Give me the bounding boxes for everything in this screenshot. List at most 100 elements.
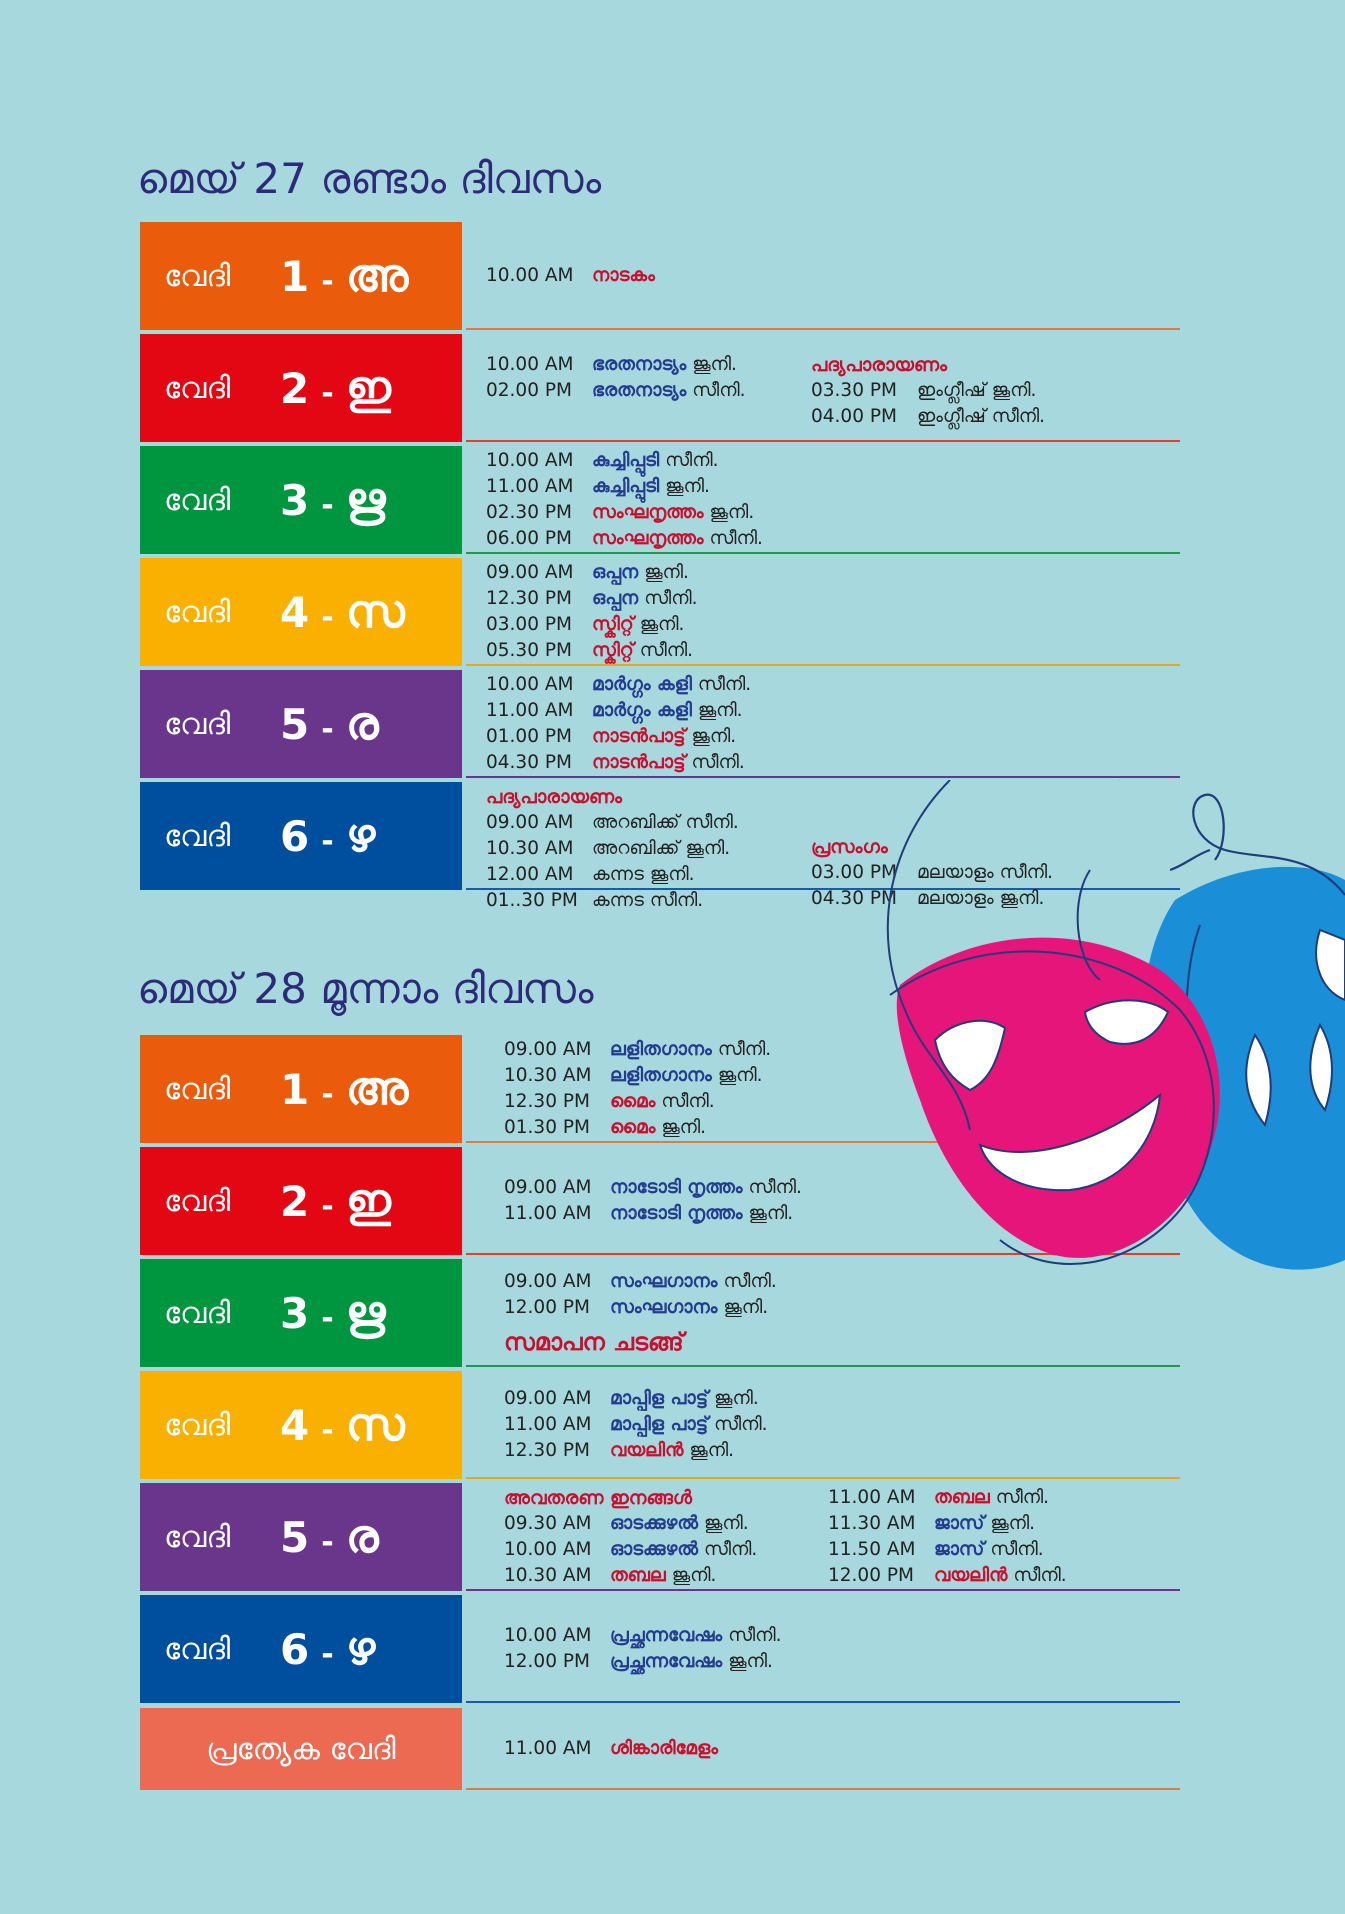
entry-level: ജൂനി. <box>723 1296 769 1318</box>
entry-event: സംഘഗാനം <box>610 1296 718 1318</box>
stage-row-5: വേദി 5- ര അവതരണ ഇനങ്ങൾ 09.30 AM ഓടക്കുഴൽ ജൂനി.… <box>140 1483 1180 1591</box>
entry-time: 11.00 AM <box>486 476 574 497</box>
entry-time: 10.00 AM <box>504 1625 592 1646</box>
stage-letter: അ <box>345 248 409 302</box>
stage-letter: ഴ <box>345 808 376 862</box>
mask-ribbon-icon <box>1170 793 1345 896</box>
stage-word: വേദി <box>164 1519 231 1555</box>
schedule-entry: 03.30 PM ഇംഗ്ലീഷ് ജൂനി. <box>811 378 1045 404</box>
stage-letter: അ <box>345 1061 409 1115</box>
stage-schedule: 10.00 AM മാർഗ്ഗം കളി സീനി. 11.00 AM മാർഗ്ഗം … <box>466 670 1180 778</box>
stage-number: 5-ര <box>280 696 379 752</box>
schedule-entry: 09.30 AM ഓടക്കുഴൽ ജൂനി. <box>504 1511 757 1537</box>
entry-event: തബല <box>934 1487 990 1508</box>
schedule-entry: 10.00 AM പ്രച്ഛന്നവേഷം സീനി. <box>504 1623 782 1649</box>
entry-time: 09.00 AM <box>504 1388 592 1409</box>
stage-letter: ഇ <box>345 1173 391 1227</box>
schedule-entry: 11.00 AM ശിങ്കാരിമേളം <box>504 1736 724 1762</box>
entry-level: സീനി. <box>692 380 746 401</box>
schedule-entry: 04.00 PM ഇംഗ്ലീഷ് സീനി. <box>811 404 1045 430</box>
stage-label-box: വേദി 6- ഴ <box>140 782 462 890</box>
entry-level: സീനി. <box>691 752 745 773</box>
stage-letter: ര <box>345 1509 379 1563</box>
stage-num: 1 <box>280 252 310 301</box>
stage-row-1: വേദി 1- അ 09.00 AM ലളിതഗാനം സീനി. 10.30 AM ലളിത… <box>140 1035 1180 1143</box>
entry-time: 03.00 PM <box>486 614 572 635</box>
stage-schedule: 09.00 AM നാടോടി നൃത്തം സീനി. 11.00 AM നാടോടി… <box>466 1147 1180 1255</box>
entry-event: സംഘഗാനം <box>610 1270 718 1292</box>
entry-time: 10.00 AM <box>486 450 574 471</box>
entry-event: നാടകം <box>592 265 655 286</box>
category-heading: അവതരണ ഇനങ്ങൾ <box>504 1487 692 1509</box>
entry-event: സ്കിറ്റ് <box>592 640 634 661</box>
entry-event: ഇംഗ്ലീഷ് <box>917 406 986 427</box>
stage-num: 6 <box>280 812 310 861</box>
entry-event: കുച്ചിപ്പുടി <box>592 450 660 471</box>
stage-label-box: വേദി 1- അ <box>140 1035 462 1143</box>
stage-schedule: 10.00 AM പ്രച്ഛന്നവേഷം സീനി. 12.00 PM പ്രച്ഛ… <box>466 1595 1180 1703</box>
stage-row-2: വേദി 2- ഇ 10.00 AM ഭരതനാട്യം ജൂനി. 02.00 PM ഭരത… <box>140 334 1180 442</box>
entry-level: സീനി. <box>697 674 752 695</box>
schedule-entry: 11.00 AM കുച്ചിപ്പുടി ജൂനി. <box>486 474 763 500</box>
stage-word: വേദി <box>164 706 231 742</box>
entry-time: 11.30 AM <box>828 1513 916 1534</box>
stage-schedule: 09.00 AM സംഘഗാനം സീനി. 12.00 PM സംഘഗാനം ജൂനി.… <box>466 1259 1180 1367</box>
entry-event: ലളിതഗാനം <box>610 1039 712 1060</box>
schedule-entry: 11.00 AM നാടോടി നൃത്തം ജൂനി. <box>504 1201 802 1227</box>
entry-time: 02.30 PM <box>486 502 572 523</box>
entry-level: ജൂനി. <box>685 838 731 859</box>
entry-time: 12.00 PM <box>504 1651 590 1672</box>
schedule-column: അവതരണ ഇനങ്ങൾ 09.30 AM ഓടക്കുഴൽ ജൂനി. 10.00 A… <box>504 1485 757 1589</box>
schedule-column: പദ്യപാരായണം 09.00 AM അറബിക്ക് സീനി. 10.30 AM… <box>486 784 739 914</box>
stage-dash: - <box>321 488 334 523</box>
entry-level: സീനി. <box>748 1177 802 1198</box>
stage-row-3: വേദി 3- ഋ 10.00 AM കുച്ചിപ്പുടി സീനി. 11.00 AM… <box>140 446 1180 554</box>
entry-time: 10.30 AM <box>486 838 574 859</box>
theatre-masks-icon <box>886 780 1345 1270</box>
entry-time: 11.00 AM <box>504 1414 592 1435</box>
entry-level: ജൂനി. <box>991 380 1037 401</box>
stage-num: 5 <box>280 1513 310 1562</box>
schedule-entry: 09.00 AM ലളിതഗാനം സീനി. <box>504 1037 771 1063</box>
entry-level: ജൂനി. <box>665 476 710 497</box>
stage-letter: സ <box>345 584 405 638</box>
schedule-entry: 10.00 AM ഭരതനാട്യം ജൂനി. <box>486 352 746 378</box>
entry-time: 09.30 AM <box>504 1513 592 1534</box>
stage-number: 6-ഴ <box>280 808 375 864</box>
schedule-column: 09.00 AM ലളിതഗാനം സീനി. 10.30 AM ലളിതഗാനം ജൂന… <box>504 1037 771 1141</box>
entry-time: 10.30 AM <box>504 1565 592 1586</box>
schedule-entry: 09.00 AM മാപ്പിള പാട്ട് ജൂനി. <box>504 1386 767 1412</box>
schedule-entry: 03.00 PM മലയാളം സീനി. <box>811 860 1053 886</box>
entry-time: 12.30 PM <box>504 1440 590 1461</box>
entry-event: സംഘനൃത്തം <box>592 502 704 523</box>
schedule-column: 10.00 AM ഭരതനാട്യം ജൂനി. 02.00 PM ഭരതനാട്യം സ… <box>486 352 746 404</box>
stage-letter: ഋ <box>345 472 386 526</box>
stage-schedule: അവതരണ ഇനങ്ങൾ 09.30 AM ഓടക്കുഴൽ ജൂനി. 10.00 A… <box>466 1483 1180 1591</box>
entry-event: പ്രച്ഛന്നവേഷം <box>610 1625 723 1646</box>
schedule-entry: 09.00 AM അറബിക്ക് സീനി. <box>486 810 739 836</box>
entry-level: ജൂനി. <box>748 1203 794 1224</box>
entry-time: 10.00 AM <box>486 674 574 695</box>
stage-dash: - <box>321 600 334 635</box>
schedule-entry: 12.00 AM കന്നട ജൂനി. <box>486 862 739 888</box>
stage-word: വേദി <box>164 1183 231 1219</box>
stage-letter: സ <box>345 1397 405 1451</box>
schedule-entry: 12.00 PM പ്രച്ഛന്നവേഷം ജൂനി. <box>504 1649 782 1675</box>
schedule-entry: 01.30 PM മൈം ജൂനി. <box>504 1115 771 1141</box>
stage-num: 3 <box>280 1289 310 1338</box>
entry-event: മാർഗ്ഗം കളി <box>592 674 692 695</box>
entry-time: 01.30 PM <box>504 1117 590 1138</box>
schedule-entry: 04.30 PM മലയാളം ജൂനി. <box>811 886 1053 912</box>
stage-number: 4-സ <box>280 1397 405 1453</box>
stage-label-box: വേദി 6- ഴ <box>140 1595 462 1703</box>
stage-label-box: വേദി 3- ഋ <box>140 1259 462 1367</box>
entry-event: മാപ്പിള പാട്ട് <box>610 1388 709 1409</box>
entry-time: 02.00 PM <box>486 380 572 401</box>
entry-event: ശിങ്കാരിമേളം <box>610 1738 718 1759</box>
stage-number: 6-ഴ <box>280 1621 375 1677</box>
entry-event: മലയാളം <box>917 888 994 909</box>
stage-number: 4-സ <box>280 584 405 640</box>
entry-event: ഭരതനാട്യം <box>592 380 687 401</box>
stage-number: 3-ഋ <box>280 1285 385 1341</box>
schedule-entry: 01.00 PM നാടൻപാട്ട് ജൂനി. <box>486 724 751 750</box>
